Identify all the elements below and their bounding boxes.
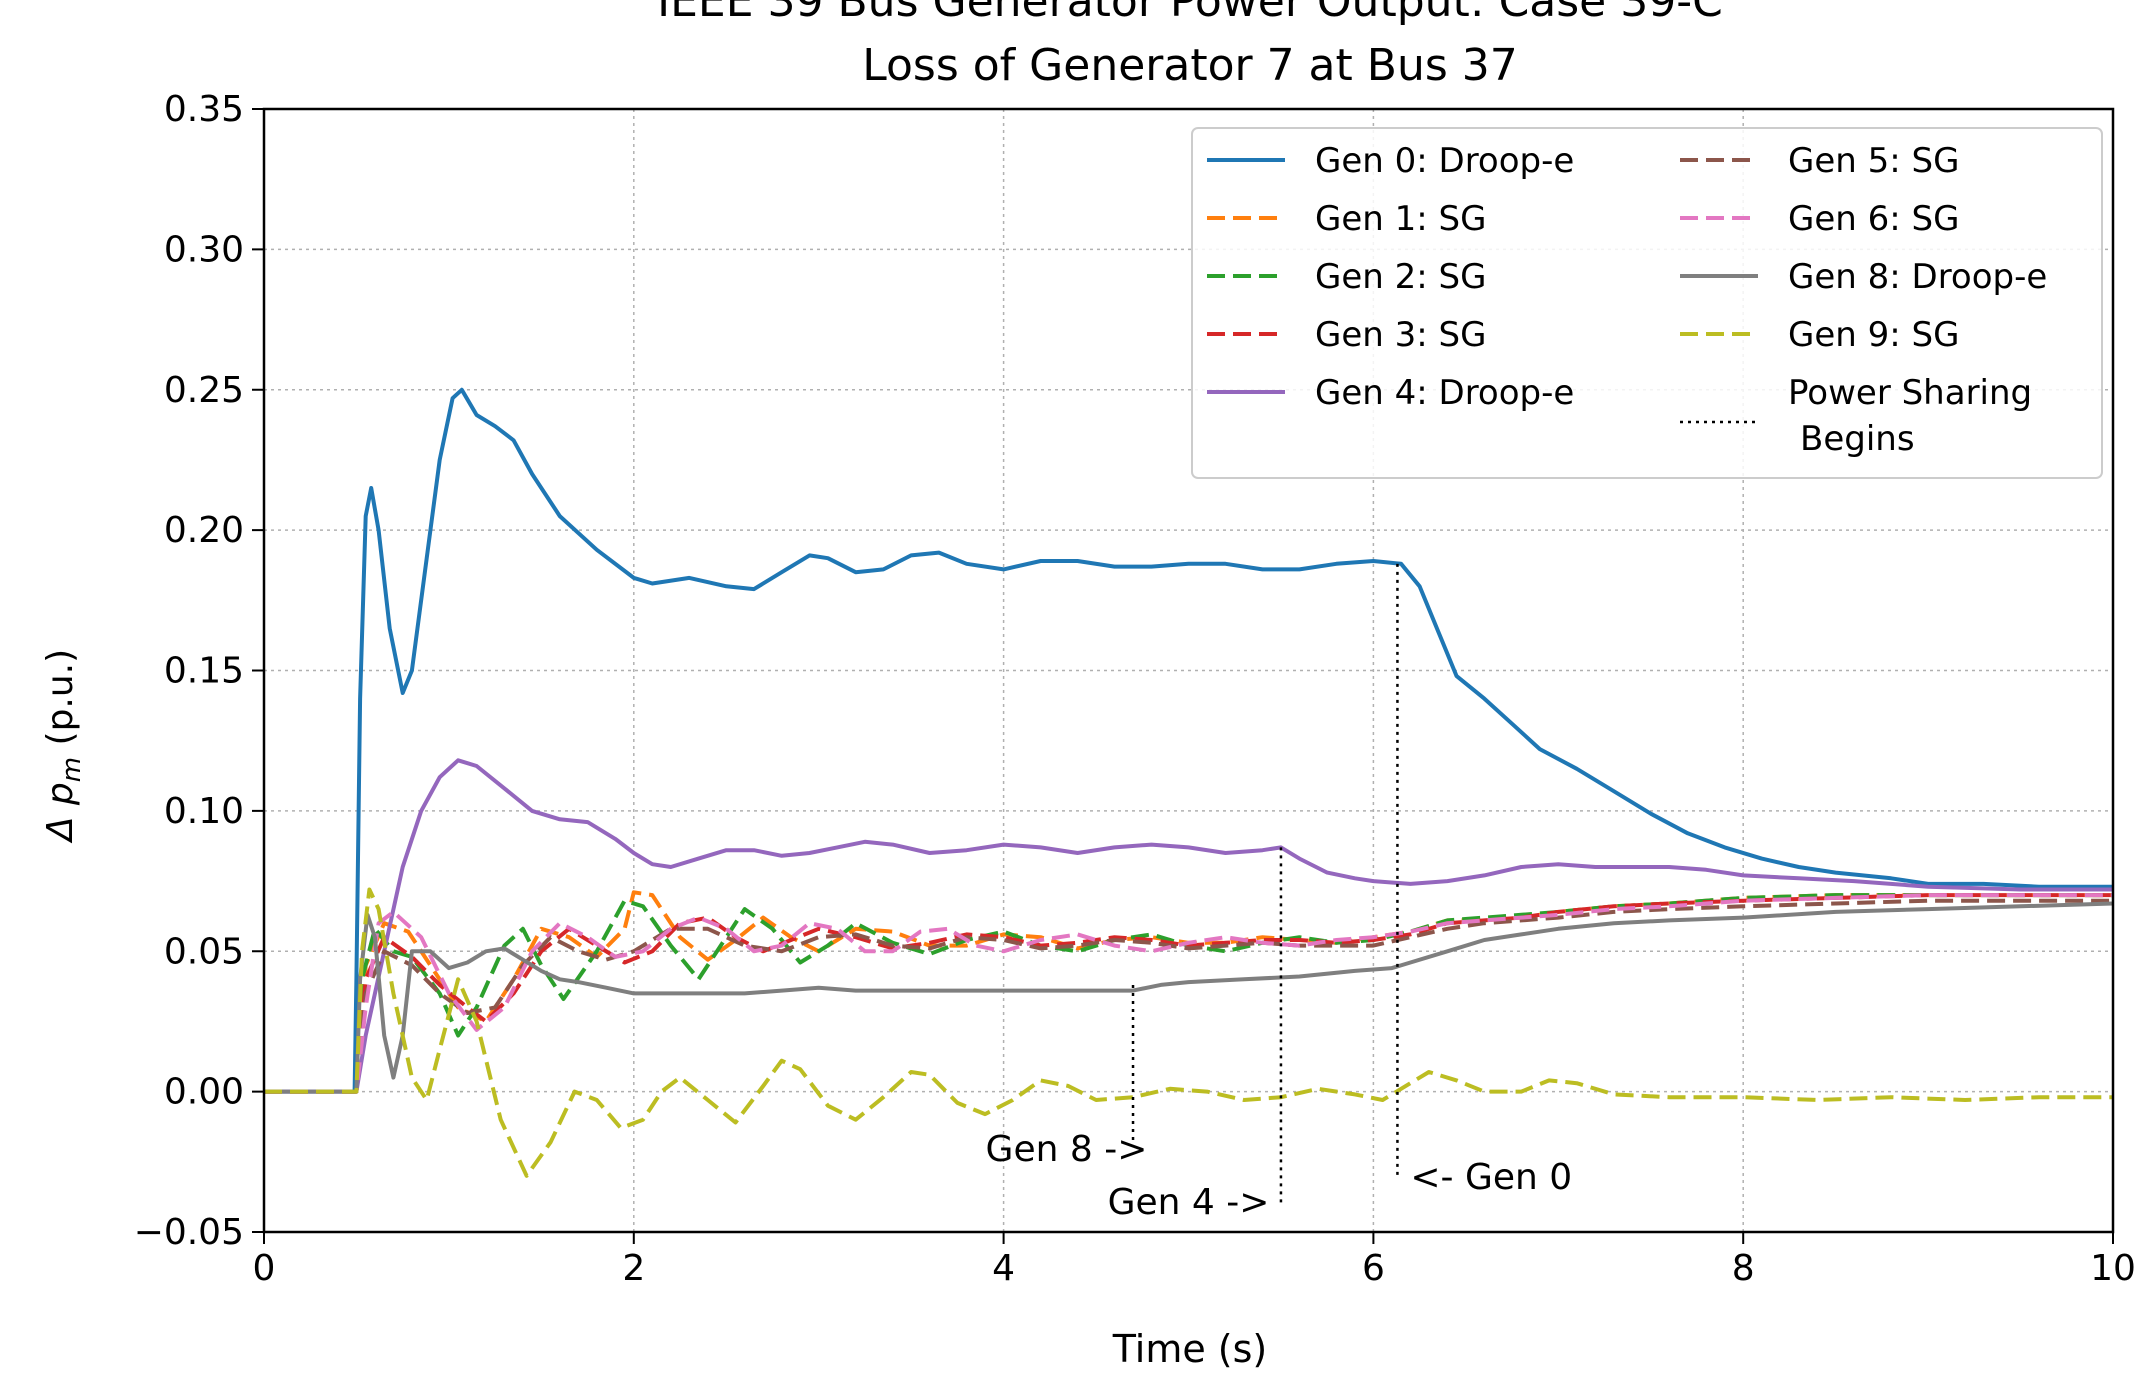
power-sharing-markers	[1131, 563, 1399, 1204]
legend-box	[1191, 127, 2103, 479]
x-tick-label: 2	[622, 1248, 645, 1289]
y-tick-label: 0.00	[164, 1072, 244, 1113]
legend-label: Gen 9: SG	[1788, 315, 1959, 355]
series-line-gen-2	[264, 893, 2113, 1094]
legend: Gen 0: Droop-e Gen 1: SG Gen 2: SG Gen 3: S…	[1191, 127, 2103, 479]
chart-subtitle: Loss of Generator 7 at Bus 37	[862, 40, 1517, 91]
x-tick-label: 8	[1732, 1248, 1755, 1289]
legend-label: Gen 2: SG	[1315, 257, 1486, 297]
annotations: Gen 8 -> Gen 4 -> <- Gen 0	[986, 1129, 1573, 1223]
y-axis-label-main: Δ p	[40, 782, 81, 844]
ticks: 0 2 4 6 8 10 −0.05 0.00 0.05 0.10 0.15 0.20 0.25 0.30…	[134, 89, 2136, 1289]
legend-label-power-sharing-2: Begins	[1800, 419, 1915, 459]
legend-label: Gen 4: Droop-e	[1315, 373, 1574, 413]
annotation-label: <- Gen 0	[1410, 1157, 1572, 1198]
legend-label: Gen 8: Droop-e	[1788, 257, 2047, 297]
x-tick-label: 4	[992, 1248, 1015, 1289]
annotation-label: Gen 8 ->	[986, 1129, 1148, 1170]
series-line-gen-9	[264, 887, 2113, 1178]
legend-label: Gen 5: SG	[1788, 141, 1959, 181]
series-line-gen-1	[264, 890, 2113, 1094]
y-tick-label: −0.05	[134, 1212, 244, 1253]
legend-label-power-sharing: Power Sharing	[1788, 373, 2032, 413]
y-axis-label-unit: (p.u.)	[40, 649, 81, 757]
y-tick-label: 0.15	[164, 651, 244, 692]
legend-label: Gen 3: SG	[1315, 315, 1486, 355]
series-line-gen-6	[264, 893, 2113, 1094]
chart-title: IEEE 39 Bus Generator Power Output: Case…	[657, 0, 1723, 27]
x-tick-label: 0	[253, 1248, 276, 1289]
series-layer	[264, 387, 2114, 1178]
legend-label: Gen 0: Droop-e	[1315, 141, 1574, 181]
y-axis-label: Δ pm (p.u.)	[40, 649, 87, 844]
y-tick-label: 0.30	[164, 229, 244, 270]
series-line-gen-4	[264, 758, 2113, 1094]
x-tick-label: 6	[1362, 1248, 1385, 1289]
x-axis-label: Time (s)	[1112, 1327, 1268, 1371]
series-line-gen-8	[264, 901, 2114, 1094]
series-line-gen-0	[264, 387, 2113, 1094]
annotation-label: Gen 4 ->	[1108, 1182, 1270, 1223]
series-line-gen-3	[264, 893, 2113, 1094]
legend-label: Gen 1: SG	[1315, 199, 1486, 239]
legend-label: Gen 6: SG	[1788, 199, 1959, 239]
x-tick-label: 10	[2090, 1248, 2136, 1289]
y-tick-label: 0.20	[164, 510, 244, 551]
y-tick-label: 0.25	[164, 370, 244, 411]
y-tick-label: 0.05	[164, 931, 244, 972]
y-tick-label: 0.35	[164, 89, 244, 130]
y-axis-label-sub: m	[57, 757, 87, 782]
series-line-gen-5	[264, 898, 2113, 1094]
y-tick-label: 0.10	[164, 791, 244, 832]
